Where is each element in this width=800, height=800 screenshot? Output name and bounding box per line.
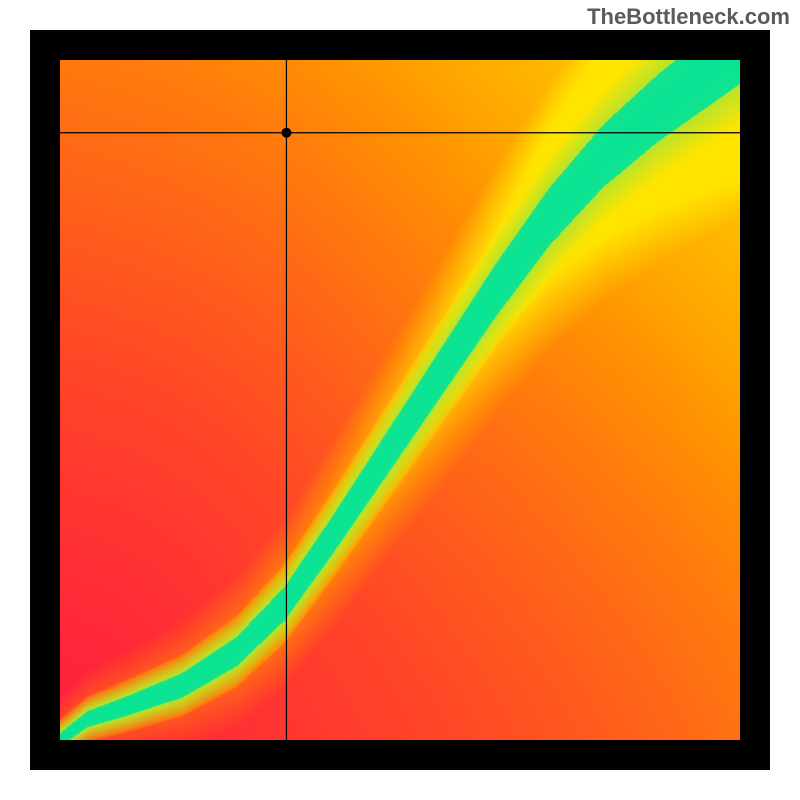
bottleneck-heatmap [60,60,740,740]
watermark-text: TheBottleneck.com [587,4,790,30]
chart-container: TheBottleneck.com [0,0,800,800]
